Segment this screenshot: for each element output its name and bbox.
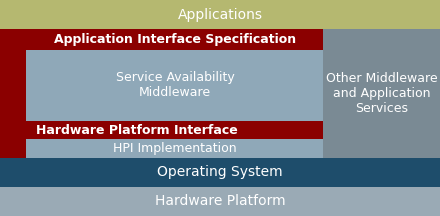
- Bar: [0, 158, 440, 187]
- Bar: [26, 50, 323, 121]
- Text: HPI Implementation: HPI Implementation: [113, 142, 237, 155]
- Text: Operating System: Operating System: [157, 165, 283, 179]
- Text: Applications: Applications: [177, 8, 263, 22]
- Text: Application Interface Specification: Application Interface Specification: [54, 33, 296, 46]
- Text: Hardware Platform Interface: Hardware Platform Interface: [36, 124, 237, 137]
- Bar: [26, 139, 323, 158]
- Bar: [0, 0, 440, 29]
- Bar: [323, 29, 440, 158]
- Bar: [26, 121, 246, 139]
- Bar: [26, 30, 323, 50]
- Bar: [0, 187, 440, 216]
- Text: Other Middleware
and Application
Services: Other Middleware and Application Service…: [326, 72, 437, 115]
- Bar: [0, 29, 323, 158]
- Text: Hardware Platform: Hardware Platform: [155, 194, 285, 208]
- Text: Service Availability
Middleware: Service Availability Middleware: [116, 71, 234, 99]
